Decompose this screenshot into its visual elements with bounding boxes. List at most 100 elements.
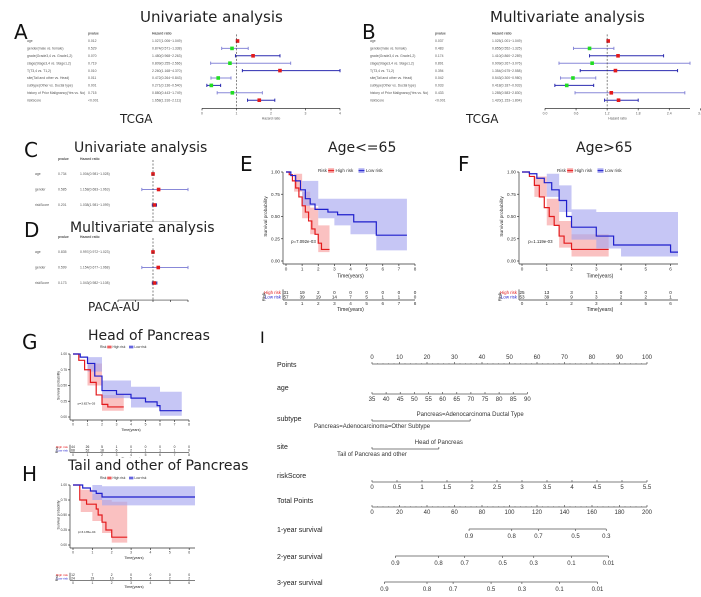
legend-label-high-risk: High risk [113,476,126,480]
nomogram-tick-label: 160 [587,510,598,516]
panel-label-i: I [260,328,265,347]
x-axis-label: Time(years) [121,428,140,432]
y-tick-label: 0.00 [61,415,68,419]
x-tick-label: 1.8 [636,111,641,115]
row-label: riskScore [27,98,41,102]
y-tick-label: 0.00 [507,259,516,264]
legend-label-high-risk: High risk [113,345,126,349]
y-tick-label: 1.00 [61,352,68,356]
risk-table-x-tick-label: 1 [87,453,89,457]
risk-count-high-risk: 7 [91,573,93,577]
hr-point [230,46,234,51]
nomogram-tick-label: 55 [425,397,432,403]
hr-point [609,91,614,95]
panel-a-title: Univariate analysis [140,8,283,26]
nomogram-tick-label: 60 [534,355,541,361]
nomogram-tick-label: 85 [510,397,517,403]
hr-point [590,61,594,65]
x-tick-label: 3 [305,111,307,115]
risk-count-high-risk: 0 [145,445,147,449]
risk-count-high-risk: 1 [116,445,118,449]
risk-count-low-risk: 57 [283,295,289,300]
risk-table-label-low-risk: Low risk [501,295,518,300]
nomogram-tick-label: 65 [453,397,460,403]
nomogram-tick-label: 2 [470,485,474,491]
risk-count-low-risk: 0 [414,295,417,300]
panel-e-title: Age<=65 [328,140,397,156]
y-axis-label: Survival probability [56,500,60,529]
row-hazard-ratio: 1.354(0.675~2.558) [492,69,522,73]
legend-label-low-risk: Low risk [134,345,146,349]
risk-table-x-tick-label: 4 [150,581,152,585]
risk-count-high-risk: 19 [300,290,306,295]
row-label: site(Tail and other vs. Head) [370,76,412,80]
row-pvalue: 0.010 [88,69,97,73]
nomogram-tick-label: 120 [532,510,543,516]
panel-b-title: Multivariate analysis [490,8,645,26]
risk-table-title: Risk [55,574,59,581]
nomogram-tick-label: 0.3 [602,534,611,540]
risk-count-high-risk: 13 [544,290,550,295]
risk-count-low-risk: 10 [110,576,114,580]
row-hazard-ratio: 0.472(0.264~0.843) [152,76,182,80]
row-pvalue: 0.012 [88,39,97,43]
nomogram-tick-label: 180 [614,510,625,516]
nomogram-tick-label: 30 [451,355,458,361]
y-axis-label: Survival probability [56,371,60,400]
row-label: T(T3,4 vs. T1,2) [27,69,51,73]
risk-count-low-risk: 2 [645,295,648,300]
row-label: subtype(Other vs. Ductal type) [370,84,416,88]
risk-count-high-risk: 0 [365,290,368,295]
row-label: history of Prior Malignancy(Yes vs. No) [27,91,85,95]
row-hazard-ratio: 1.420(1.153~1.804) [492,98,522,102]
nomogram-tick-label: 3.5 [543,485,552,491]
risk-table-x-tick-label: 7 [174,453,176,457]
risk-count-low-risk: 19 [316,295,322,300]
risk-table-x-tick-label: 1 [545,301,548,306]
risk-table-x-tick-label: 1 [91,581,93,585]
ci-band-high-risk [73,485,128,543]
risk-count-low-risk: 1 [145,448,147,452]
x-tick-label: 2.4 [667,111,672,115]
x-tick-label: 4 [620,267,623,272]
x-axis-label: Time(years) [337,274,364,280]
nomogram-row-label: 3-year survival [277,580,323,587]
x-tick-label: 0 [201,111,203,115]
legend-label-low-risk: Low risk [366,168,384,173]
panel-label-h: H [22,462,38,486]
column-header-hazard-ratio: Hazard ratio [80,235,100,239]
nomogram-tick-label: 0.1 [555,587,564,593]
nomogram-tick-label: 80 [496,397,503,403]
risk-count-high-risk: 0 [188,573,190,577]
row-pvalue: 0.719 [88,61,97,65]
y-tick-label: 0.50 [61,513,68,517]
forest-plot-c: pvalue Hazard ratio age 0.734 1.004(0.981~1.… [35,157,189,222]
forest-plot-b: pvalue Hazard ratio age 0.037 1.025(1.001~1.… [370,31,701,120]
nomogram-tick-label: 0.8 [423,587,432,593]
x-tick-label: 4 [339,111,341,115]
nomogram-tick-label: 70 [468,397,475,403]
panel-label-g: G [22,330,38,354]
x-tick-label: 1 [87,422,89,426]
row-hazard-ratio: 0.997(0.972~1.023) [80,250,110,254]
risk-count-low-risk: 7 [349,295,352,300]
panel-label-a: A [14,20,28,44]
x-tick-label: 0 [285,267,288,272]
x-tick-label: 3 [130,550,132,554]
row-label: stage(Stage3,4 vs. Stage1,2) [27,61,71,65]
panel-label-d: D [24,218,40,242]
x-tick-label: 7 [174,422,176,426]
p-value: p=3.827e-03 [78,401,96,405]
column-header-hazard-ratio: Hazard ratio [152,31,172,35]
nomogram-tick-label: 0.5 [487,587,496,593]
risk-table-x-tick-label: 3 [116,453,118,457]
y-tick-label: 0.25 [61,528,68,532]
hr-point [564,83,569,88]
x-tick-label: 2 [270,111,272,115]
row-hazard-ratio: 1.154(0.677~1.968) [80,266,110,270]
risk-count-low-risk: 1 [381,295,384,300]
risk-table-x-tick-label: 4 [130,453,132,457]
risk-table-x-axis-label: Time(years) [587,307,614,313]
risk-count-low-risk: 5 [365,295,368,300]
hr-point [613,68,618,73]
